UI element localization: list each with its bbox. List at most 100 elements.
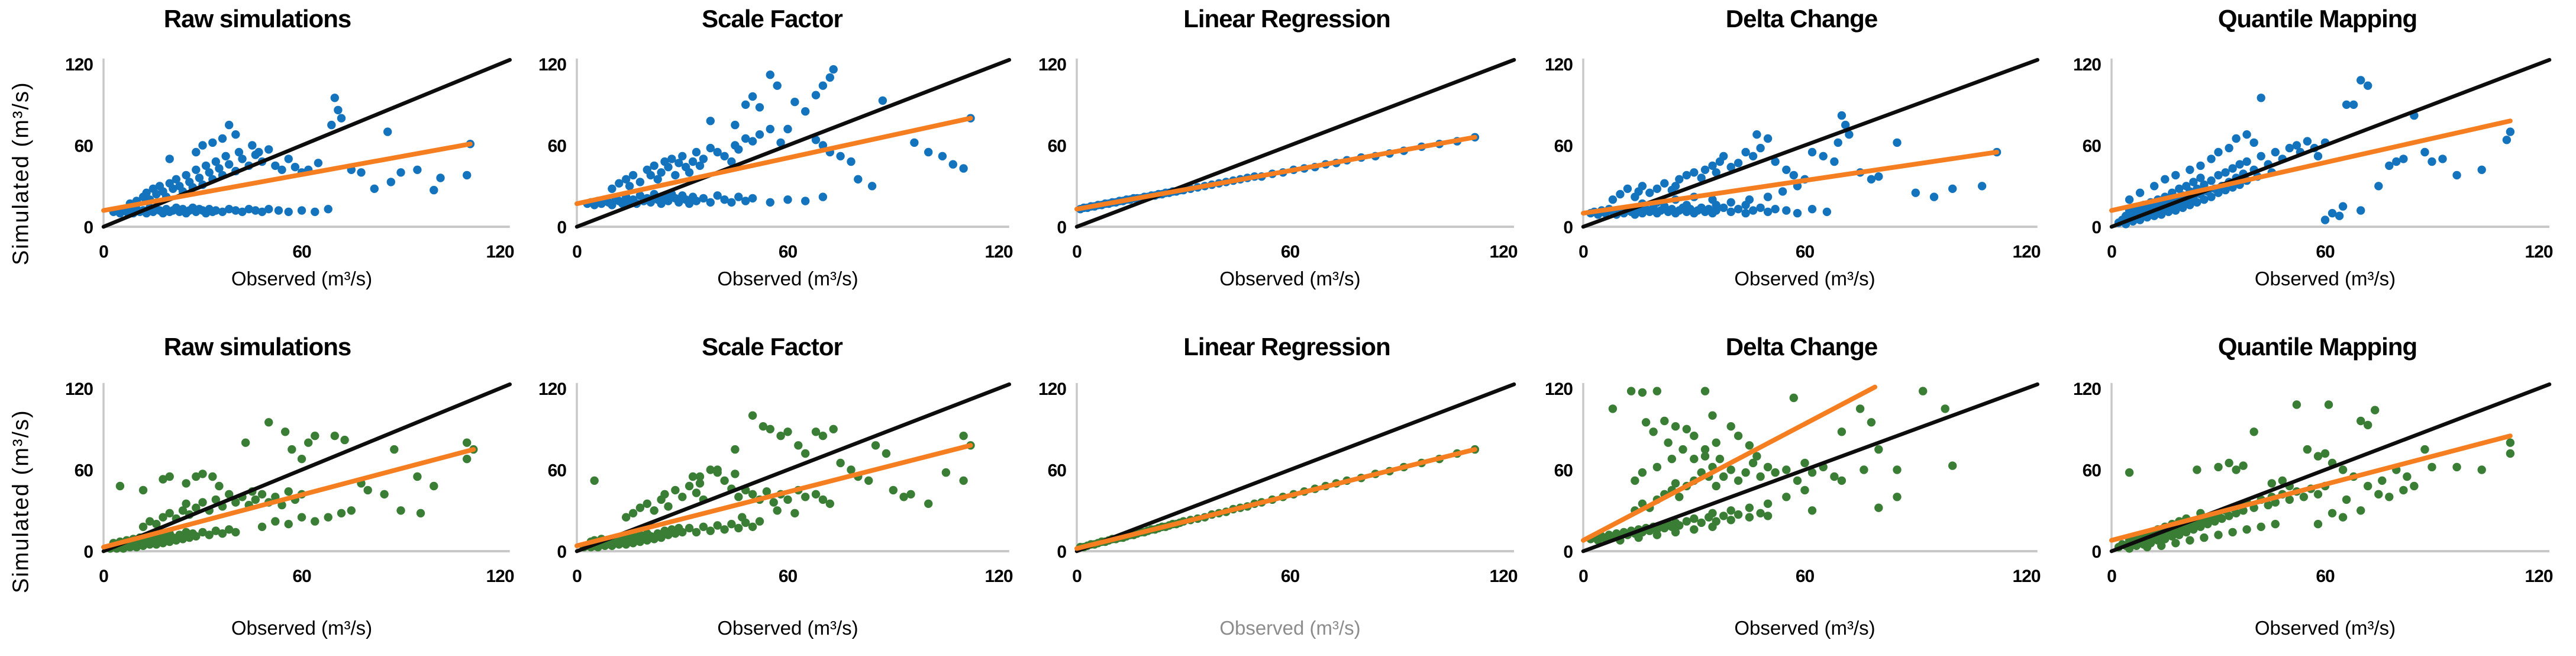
data-point (1771, 205, 1780, 214)
data-point (2264, 500, 2272, 510)
y-tick-label: 120 (1545, 380, 1573, 399)
data-point (1830, 472, 1839, 481)
x-axis-label: Observed (m³/s) (1219, 617, 1361, 639)
data-point (2161, 535, 2170, 544)
data-point (941, 468, 951, 477)
data-point (2225, 512, 2233, 520)
data-point (731, 445, 740, 454)
data-point (720, 476, 729, 485)
data-point (635, 503, 645, 512)
x-tick-label: 0 (1072, 567, 1082, 586)
data-point (1719, 203, 1728, 213)
data-point (1867, 418, 1876, 427)
data-point (2200, 195, 2209, 204)
data-point (818, 192, 828, 201)
data-point (311, 207, 319, 216)
data-point (2214, 530, 2223, 539)
x-axis-label: Observed (m³/s) (1734, 617, 1875, 639)
data-point (254, 147, 263, 157)
y-tick-label: 60 (548, 461, 567, 481)
data-point (257, 490, 267, 499)
y-tick-label: 0 (1563, 218, 1573, 237)
x-tick-label: 120 (486, 567, 514, 586)
data-point (169, 184, 177, 193)
data-point (1929, 192, 1939, 201)
data-point (198, 528, 207, 537)
data-point (1652, 184, 1661, 193)
data-point (396, 168, 405, 177)
data-point (2221, 185, 2230, 195)
y-tick-label: 0 (2091, 218, 2101, 237)
data-point (1745, 441, 1754, 450)
data-point (1708, 522, 1717, 531)
data-point (1763, 192, 1773, 201)
data-point (664, 163, 673, 172)
trend-line (2109, 118, 2513, 213)
data-point (1675, 521, 1684, 530)
data-point (172, 175, 180, 184)
data-point (2242, 130, 2251, 139)
chart-title: Delta Change (1725, 333, 1878, 361)
data-point (657, 533, 666, 542)
data-point (380, 490, 389, 499)
data-point (699, 522, 708, 531)
data-point (1631, 476, 1639, 485)
data-point (1782, 165, 1791, 174)
data-point (430, 185, 438, 195)
data-point (2239, 461, 2248, 470)
data-point (192, 165, 201, 174)
data-point (152, 189, 161, 199)
data-point (801, 449, 810, 458)
x-tick-label: 120 (1489, 567, 1517, 586)
y-tick-label: 120 (65, 380, 93, 399)
data-point (2161, 175, 2170, 184)
data-point (1941, 404, 1949, 413)
data-point (1734, 205, 1743, 214)
panel-top-raw-simulations: Raw simulations 0 60 120 0 60 120 Simulated (… (0, 0, 515, 328)
data-point (2186, 165, 2194, 174)
y-tick-label: 60 (1554, 137, 1573, 156)
data-point (2207, 176, 2216, 185)
data-point (2249, 138, 2258, 147)
data-point (2313, 152, 2323, 160)
data-point (1789, 393, 1798, 403)
data-point (211, 206, 220, 215)
data-point (1708, 509, 1717, 517)
data-point (2257, 152, 2265, 160)
data-point (854, 175, 863, 184)
data-point (1708, 195, 1717, 204)
y-tick-label: 60 (1048, 137, 1067, 156)
data-point (674, 198, 683, 207)
chart-title: Linear Regression (1183, 5, 1390, 33)
y-tick-label: 120 (538, 380, 566, 399)
data-point (277, 165, 286, 174)
data-point (811, 91, 821, 99)
y-tick-label: 0 (1563, 542, 1573, 562)
data-point (650, 506, 658, 515)
data-point (2257, 94, 2265, 102)
data-point (1708, 161, 1717, 171)
data-point (755, 103, 764, 112)
data-point (1690, 514, 1699, 523)
data-point (2257, 522, 2265, 531)
data-point (622, 175, 631, 184)
data-point (2313, 520, 2323, 529)
y-tick-label: 120 (65, 55, 93, 75)
data-point (284, 207, 293, 216)
data-point (337, 509, 346, 517)
data-point (818, 432, 828, 440)
data-point (208, 138, 217, 147)
data-point (1778, 187, 1787, 196)
data-point (1734, 476, 1743, 485)
data-point (924, 147, 933, 157)
data-point (1671, 182, 1680, 191)
y-tick-label: 0 (83, 218, 93, 237)
panel-bottom-quantile-mapping: Quantile Mapping 0 60 120 0 60 120 Observed (… (2059, 328, 2576, 656)
data-point (1948, 184, 1957, 193)
data-point (2171, 539, 2180, 548)
data-point (251, 206, 260, 215)
data-point (748, 522, 757, 531)
panel-bottom-delta-change: Delta Change 0 60 120 0 60 120 Observed (m³/s… (1544, 328, 2059, 656)
data-point (2210, 517, 2219, 526)
data-point (847, 465, 856, 474)
